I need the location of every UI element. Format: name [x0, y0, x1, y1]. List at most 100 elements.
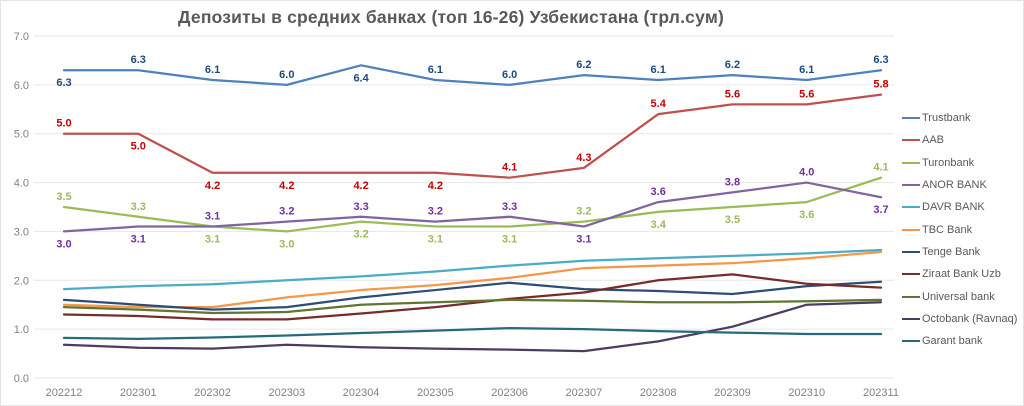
data-label: 6.1	[205, 64, 220, 76]
legend-label: ANOR BANK	[922, 179, 987, 192]
x-tick-label: 202303	[268, 387, 305, 399]
legend-swatch-icon	[902, 161, 920, 164]
x-tick-label: 202302	[194, 387, 231, 399]
legend-item-davr-bank[interactable]: DAVR BANK	[902, 196, 1022, 218]
y-tick-label: 1.0	[14, 324, 29, 336]
data-label: 6.3	[56, 77, 71, 89]
series-line-garant-bank[interactable]	[62, 327, 883, 341]
legend-label: Trustbank	[922, 112, 971, 125]
legend-item-aab[interactable]: AAB	[902, 129, 1022, 151]
data-label: 4.2	[279, 180, 294, 192]
data-label: 5.0	[131, 141, 146, 153]
x-tick-label: 202301	[120, 387, 157, 399]
legend-item-anor-bank[interactable]: ANOR BANK	[902, 174, 1022, 196]
series-labels-trustbank: 6.3 6.3 6.1 6.0 6.4 6.1 6.0 6.2 6.1 6.2 6.1 6.3	[56, 54, 888, 89]
series-labels-turonbank: 3.5 3.3 3.1 3.0 3.2 3.1 3.1 3.2 3.4 3.5 3.6 4.1	[56, 162, 888, 251]
x-tick-label: 202306	[491, 387, 528, 399]
data-label: 3.1	[428, 234, 443, 246]
grid	[34, 35, 894, 379]
legend-label: Ziraat Bank Uzb	[922, 268, 1001, 281]
series-line-aab[interactable]	[62, 93, 883, 179]
y-tick-label: 3.0	[14, 226, 29, 238]
x-tick-label: 202212	[46, 387, 83, 399]
legend-swatch-icon	[902, 317, 920, 320]
legend-label: AAB	[922, 134, 945, 147]
x-tick-label: 202305	[417, 387, 454, 399]
series-line-davr-bank[interactable]	[62, 248, 883, 291]
legend-swatch-icon	[902, 117, 920, 120]
legend-item-octobank-ravnaq[interactable]: Octobank (Ravnaq)	[902, 308, 1022, 330]
series-line-turonbank[interactable]	[62, 176, 883, 233]
series-line-tbc-bank[interactable]	[62, 250, 883, 309]
data-label: 4.2	[428, 180, 443, 192]
y-tick-label: 5.0	[14, 129, 29, 141]
data-label: 3.3	[131, 201, 146, 213]
series-line-anor-bank[interactable]	[62, 181, 883, 233]
x-axis: 202212 202301 202302 202303 202304 202305 2023…	[46, 387, 899, 399]
legend-label: DAVR BANK	[922, 201, 985, 214]
y-tick-label: 0.0	[14, 373, 29, 385]
legend-swatch-icon	[902, 250, 920, 253]
data-label: 4.0	[799, 167, 814, 179]
x-tick-label: 202308	[640, 387, 677, 399]
data-label: 3.1	[502, 234, 517, 246]
data-label: 6.3	[873, 54, 888, 66]
data-label: 6.4	[353, 72, 369, 84]
legend-swatch-icon	[902, 184, 920, 187]
x-tick-label: 202304	[343, 387, 380, 399]
y-axis: 0.0 1.0 2.0 3.0 4.0 5.0 6.0 7.0	[14, 31, 29, 385]
data-label: 6.1	[799, 64, 814, 76]
data-label: 3.3	[502, 201, 517, 213]
data-label: 4.2	[353, 180, 368, 192]
data-label: 6.1	[651, 64, 666, 76]
data-label: 3.2	[428, 206, 443, 218]
data-label: 5.6	[799, 88, 814, 100]
series-line-octobank-ravnaq[interactable]	[62, 301, 883, 353]
data-label: 4.2	[205, 180, 220, 192]
data-label: 3.1	[205, 234, 220, 246]
legend-item-trustbank[interactable]: Trustbank	[902, 107, 1022, 129]
data-label: 3.6	[651, 186, 666, 198]
legend-item-garant-bank[interactable]: Garant bank	[902, 330, 1022, 352]
data-label: 5.6	[725, 88, 740, 100]
x-tick-label: 202311	[863, 387, 899, 399]
legend-label: TBC Bank	[922, 223, 973, 236]
legend-item-tenge-bank[interactable]: Tenge Bank	[902, 241, 1022, 263]
data-label: 6.1	[428, 64, 443, 76]
data-label: 3.1	[576, 234, 591, 246]
data-label: 3.0	[279, 238, 294, 250]
legend-swatch-icon	[902, 273, 920, 276]
data-label: 6.2	[725, 59, 740, 71]
data-label: 6.0	[502, 69, 517, 81]
data-label: 4.1	[873, 162, 888, 174]
data-label: 3.6	[799, 209, 814, 221]
y-tick-label: 6.0	[14, 80, 29, 92]
data-label: 3.8	[725, 176, 740, 188]
data-label: 3.2	[576, 206, 591, 218]
data-label: 3.2	[353, 229, 368, 241]
data-label: 5.0	[56, 118, 71, 130]
series-line-ziraat-bank-uzb[interactable]	[62, 273, 883, 321]
series-line-trustbank[interactable]	[62, 64, 883, 86]
legend-item-universal-bank[interactable]: Universal bank	[902, 285, 1022, 307]
series-line-universal-bank[interactable]	[62, 298, 883, 315]
data-label: 3.3	[353, 201, 368, 213]
series-line-tenge-bank[interactable]	[62, 280, 883, 311]
legend-item-ziraat-bank-uzb[interactable]: Ziraat Bank Uzb	[902, 263, 1022, 285]
chart-title: Депозиты в средних банках (топ 16-26) Уз…	[178, 7, 724, 27]
legend-item-turonbank[interactable]: Turonbank	[902, 152, 1022, 174]
data-label: 4.1	[502, 162, 517, 174]
data-label: 3.5	[56, 191, 71, 203]
data-label: 3.1	[205, 211, 220, 223]
x-tick-label: 202310	[788, 387, 825, 399]
data-label: 6.2	[576, 59, 591, 71]
legend-swatch-icon	[902, 340, 920, 343]
data-label: 3.1	[131, 234, 146, 246]
data-label: 5.4	[651, 98, 667, 110]
data-label: 3.5	[725, 214, 740, 226]
legend-label: Garant bank	[922, 335, 983, 348]
legend-item-tbc-bank[interactable]: TBC Bank	[902, 218, 1022, 240]
legend-label: Tenge Bank	[922, 245, 981, 258]
